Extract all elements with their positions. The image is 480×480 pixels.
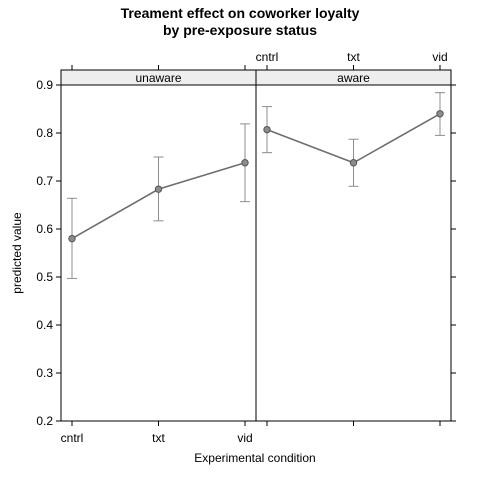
data-point-aware-vid	[436, 110, 444, 118]
data-point-unaware-vid	[241, 159, 249, 167]
x-tick-label-top: txt	[347, 50, 360, 64]
y-tick-label: 0.5	[36, 270, 53, 284]
x-axis-label: Experimental condition	[194, 451, 315, 465]
y-tick-label: 0.8	[36, 126, 53, 140]
x-tick-label-top: vid	[432, 50, 447, 64]
data-point-aware-txt	[349, 159, 358, 167]
data-point-unaware-cntrl	[68, 234, 76, 243]
y-tick-label: 0.3	[36, 366, 53, 380]
y-tick-label: 0.6	[36, 222, 53, 236]
x-tick-label-bottom: cntrl	[61, 431, 84, 445]
y-tick-label: 0.9	[36, 78, 53, 92]
chart-title-line-2: by pre-exposure status	[163, 22, 317, 38]
y-axis-label: predicted value	[10, 212, 24, 294]
strip-label-aware: aware	[337, 71, 370, 85]
y-tick-label: 0.7	[36, 174, 53, 188]
panel-frame-aware	[255, 84, 452, 422]
y-tick-label: 0.2	[36, 414, 53, 428]
chart-title-line-1: Treament effect on coworker loyalty	[121, 5, 360, 21]
data-point-unaware-txt	[154, 185, 163, 193]
x-tick-label-top: cntrl	[256, 50, 279, 64]
y-tick-label: 0.4	[36, 318, 53, 332]
x-tick-label-bottom: txt	[152, 431, 165, 445]
strip-label-unaware: unaware	[135, 71, 181, 85]
x-tick-label-bottom: vid	[237, 431, 252, 445]
data-point-aware-cntrl	[263, 125, 271, 134]
panel-frame-unaware	[60, 84, 257, 422]
